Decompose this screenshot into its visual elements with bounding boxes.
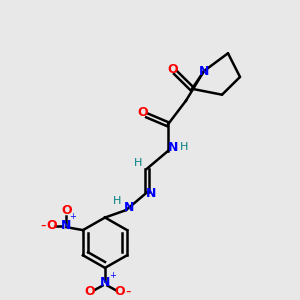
Text: N: N — [146, 188, 157, 200]
Text: N: N — [124, 201, 134, 214]
Text: N: N — [100, 276, 110, 289]
Text: N: N — [168, 142, 178, 154]
Text: O: O — [115, 285, 125, 298]
Text: O: O — [61, 204, 72, 218]
Text: N: N — [199, 64, 209, 77]
Text: -: - — [125, 284, 130, 299]
Text: N: N — [61, 219, 72, 232]
Text: H: H — [134, 158, 142, 168]
Text: O: O — [137, 106, 148, 119]
Text: O: O — [167, 63, 178, 76]
Text: +: + — [69, 212, 76, 221]
Text: H: H — [113, 196, 121, 206]
Text: -: - — [40, 218, 46, 233]
Text: H: H — [180, 142, 189, 152]
Text: O: O — [85, 285, 95, 298]
Text: O: O — [46, 219, 57, 232]
Text: +: + — [109, 271, 116, 280]
